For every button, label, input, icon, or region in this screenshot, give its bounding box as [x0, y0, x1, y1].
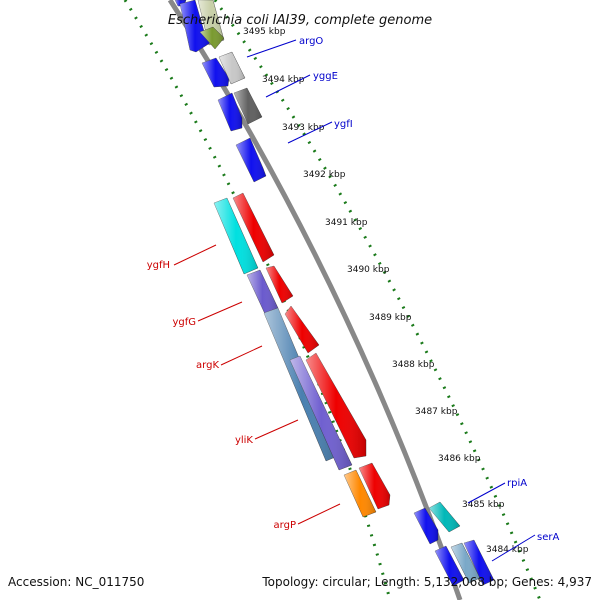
summary-text: Topology: circular; Length: 5,132,068 bp… — [261, 575, 592, 589]
gene-label-ygfI: ygfI — [334, 119, 353, 130]
gene-leader-line — [297, 503, 341, 525]
gene-block-shade — [234, 88, 262, 124]
gene-label-argO: argO — [299, 36, 323, 47]
gene-block-shade — [266, 266, 293, 303]
gene-label-argK: argK — [196, 360, 219, 371]
gene-label-ygfH: ygfH — [147, 260, 170, 271]
tick-label: 3489 kbp — [369, 313, 412, 323]
tick-label: 3492 kbp — [303, 170, 346, 180]
gene-label-yggE: yggE — [313, 71, 338, 82]
gene-block-shade — [429, 502, 460, 532]
gene-block-shade — [414, 508, 438, 544]
outer-guide-ring — [213, 0, 542, 600]
gene-block-shade — [451, 543, 480, 583]
gene-label-ygfG: ygfG — [172, 317, 196, 328]
tick-marks: 3495 kbp 3494 kbp 3493 kbp 3492 kbp 3491 kbp… — [243, 27, 529, 555]
tick-label: 3495 kbp — [243, 27, 286, 37]
accession-text: Accession: NC_011750 — [8, 575, 144, 589]
gene-block-shade — [290, 356, 352, 470]
gene-leader-line — [246, 39, 297, 58]
gene-leader-line — [467, 482, 506, 504]
gene-block-shade — [306, 353, 366, 458]
gene-block-shade — [359, 463, 390, 509]
guide-rings — [123, 0, 542, 600]
gene-block-shade — [180, 0, 210, 52]
gene-block-shade — [344, 470, 376, 517]
gene-block-shade — [219, 52, 245, 84]
tick-label: 3487 kbp — [415, 407, 458, 417]
tick-label: 3494 kbp — [262, 75, 305, 85]
gene-leader-line — [173, 244, 217, 266]
tick-label: 3493 kbp — [282, 123, 325, 133]
inner-guide-ring — [123, 0, 392, 600]
gene-leader-line — [220, 345, 263, 366]
map-title: Escherichia coli IAI39, complete genome — [168, 13, 432, 28]
gene-block-shade — [233, 193, 274, 262]
gene-block-shade — [214, 198, 258, 274]
tick-label: 3485 kbp — [462, 500, 505, 510]
tick-label: 3490 kbp — [347, 265, 390, 275]
gene-leader-line — [287, 121, 333, 144]
gene-labels: argO yggE ygfI ygfH ygfG argK yliK argP rpiA serA — [147, 36, 559, 562]
gene-block-shade — [247, 270, 278, 314]
gene-block-shade — [285, 306, 319, 353]
tick-label: 3488 kbp — [392, 360, 435, 370]
gene-block-shade — [202, 58, 229, 87]
gene-label-rpiA: rpiA — [507, 478, 527, 489]
gene-features — [174, 0, 495, 587]
gene-leader-line — [491, 534, 536, 562]
gene-block-shade — [218, 93, 242, 131]
tick-label: 3486 kbp — [438, 454, 481, 464]
tick-label: 3491 kbp — [325, 218, 368, 228]
gene-leader-line — [197, 301, 243, 322]
tick-label: 3484 kbp — [486, 545, 529, 555]
genome-backbone — [167, 0, 463, 600]
gene-block-shade — [464, 540, 494, 585]
gene-block-shade — [200, 27, 224, 49]
gene-block-shade — [435, 546, 464, 586]
gene-label-argP: argP — [274, 520, 296, 531]
gene-label-yliK: yliK — [235, 435, 253, 446]
gene-label-serA: serA — [537, 532, 559, 543]
gene-leader-line — [254, 419, 299, 440]
gene-leader-line — [265, 74, 311, 98]
gene-block-shade — [236, 138, 266, 182]
